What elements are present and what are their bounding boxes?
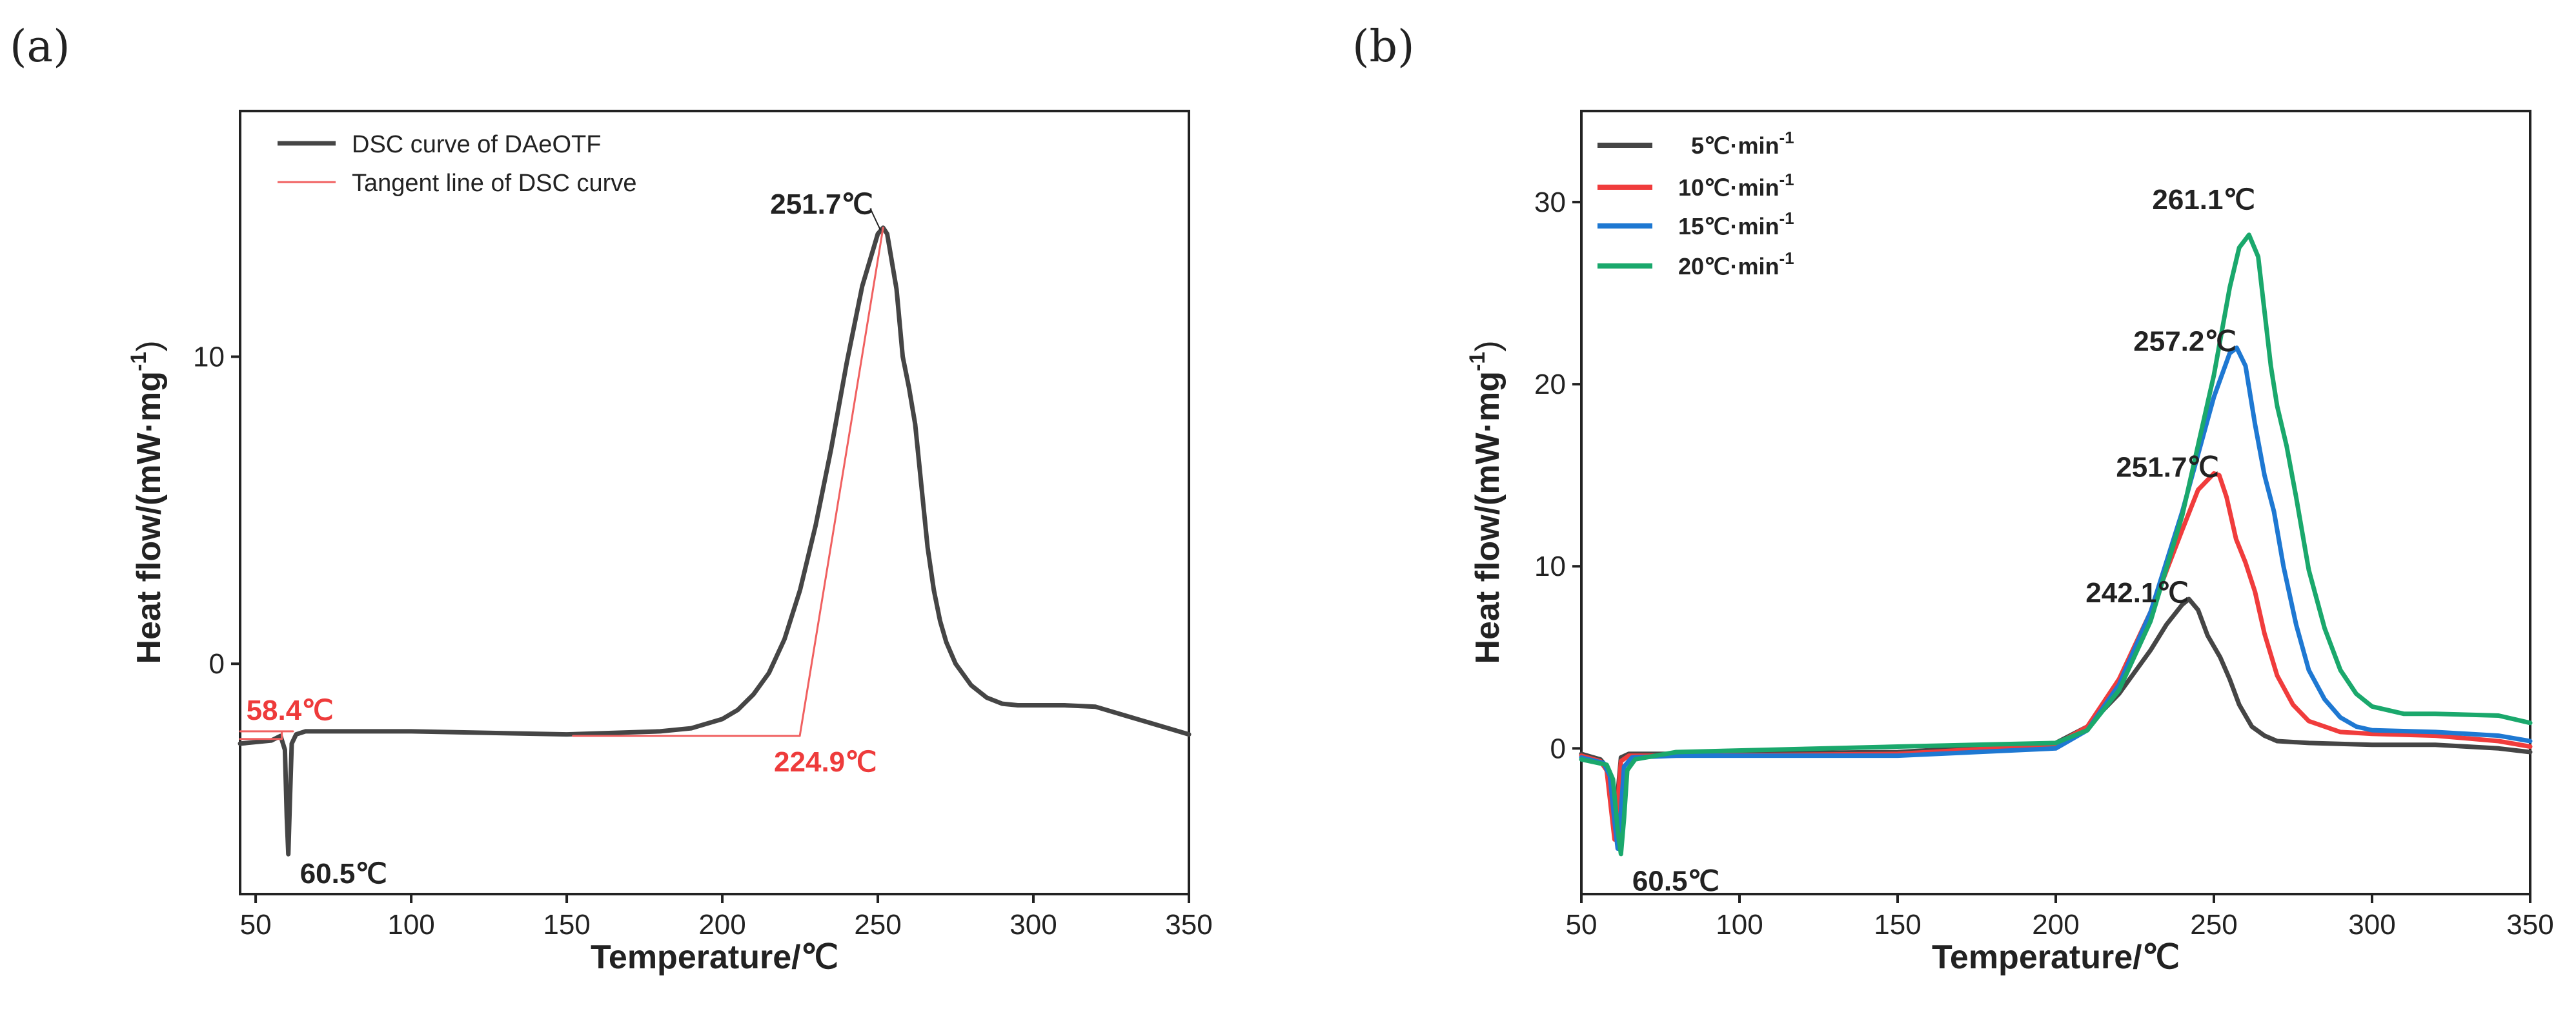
- legend-label-15-main: 15℃·min: [1678, 213, 1779, 240]
- legend-label-20-main: 20℃·min: [1678, 253, 1779, 280]
- x-tick-label: 300: [1009, 909, 1057, 941]
- annotation-label: 251.7℃: [2116, 451, 2219, 483]
- panel-b: (b) 50 100 150 200 250 300 350 0 10 20 30 261.1℃ 25…: [1352, 21, 2554, 976]
- panel-b-annotations: 261.1℃ 257.2℃ 251.7℃ 242.1℃ 60.5℃: [1632, 184, 2255, 897]
- panel-a-label: (a): [10, 21, 70, 72]
- x-tick-label: 350: [2506, 909, 2553, 941]
- series-line-10-min-1: [1579, 471, 2533, 842]
- legend-label-tangent: Tangent line of DSC curve: [352, 170, 636, 197]
- y-tick-label: 30: [1534, 187, 1566, 218]
- x-tick-label: 200: [2032, 909, 2079, 941]
- panel-a-frame: [239, 110, 1190, 895]
- panel-b-x-axis-title: Temperature/℃: [1932, 939, 2180, 976]
- panel-a-y-axis-title-sup: -1: [127, 352, 151, 371]
- x-tick-label: 250: [2190, 909, 2237, 941]
- series-line-onset-tangent: [572, 227, 884, 737]
- y-tick-label: 0: [1550, 733, 1566, 764]
- legend-label-5: 5℃·min-1: [1691, 128, 1794, 159]
- x-tick-label: 50: [1566, 909, 1597, 941]
- panel-b-y-axis-title-sup: -1: [1465, 352, 1490, 371]
- panel-a-y-axis-title: Heat flow/(mW·mg-1): [127, 340, 168, 664]
- series-line-15-min-1: [1579, 345, 2533, 851]
- legend-label-5-main: 5℃·min: [1691, 132, 1779, 159]
- panel-a-y-axis-title-end: ): [130, 340, 168, 351]
- y-tick-label: 10: [193, 341, 225, 373]
- panel-b-label: (b): [1352, 21, 1415, 72]
- legend-label-5-sup: -1: [1779, 128, 1794, 147]
- panel-a-x-axis-title: Temperature/℃: [591, 939, 838, 976]
- x-tick-label: 350: [1165, 909, 1212, 941]
- panel-b-y-axis-title-end: ): [1469, 340, 1506, 351]
- x-tick-label: 100: [387, 909, 434, 941]
- legend-label-10-sup: -1: [1779, 170, 1794, 189]
- panel-b-y-axis-title-main: Heat flow/(mW·mg: [1469, 371, 1506, 664]
- x-tick-label: 200: [698, 909, 745, 941]
- annotation-label: 224.9℃: [774, 746, 877, 778]
- series-line-20-min-1: [1579, 232, 2533, 857]
- annotation-label: 60.5℃: [1632, 865, 1719, 897]
- panel-a-y-axis-title-main: Heat flow/(mW·mg: [130, 371, 168, 664]
- series-line-5-min-1: [1579, 596, 2533, 833]
- legend-label-15: 15℃·min-1: [1678, 209, 1794, 240]
- x-tick-label: 50: [240, 909, 272, 941]
- series-line-tangent-line-of-dsc-curve: [239, 730, 294, 740]
- y-tick-label: 0: [209, 648, 225, 680]
- legend-label-20-sup: -1: [1779, 249, 1794, 268]
- x-tick-label: 300: [2348, 909, 2395, 941]
- annotation-label: 58.4℃: [247, 695, 334, 726]
- panel-b-plot-area: [1579, 232, 2533, 857]
- annotation-label: 257.2℃: [2133, 326, 2236, 358]
- x-tick-label: 150: [543, 909, 590, 941]
- panel-a-ticks: 50 100 150 200 250 300 350 0 10: [193, 341, 1213, 941]
- panel-a-plot-area: [238, 225, 1192, 857]
- y-tick-label: 20: [1534, 369, 1566, 400]
- legend-label-10: 10℃·min-1: [1678, 170, 1794, 201]
- annotation-label: 251.7℃: [770, 189, 873, 220]
- panel-b-legend: 5℃·min-1 10℃·min-1 15℃·min-1 20℃·min-1: [1597, 128, 1794, 280]
- y-tick-label: 10: [1534, 551, 1566, 582]
- x-tick-label: 250: [854, 909, 901, 941]
- legend-label-dsc: DSC curve of DAeOTF: [352, 131, 601, 158]
- legend-label-15-sup: -1: [1779, 209, 1794, 228]
- x-tick-label: 100: [1716, 909, 1763, 941]
- panel-b-ticks: 50 100 150 200 250 300 350 0 10 20 30: [1534, 187, 2554, 941]
- series-line-dsc-curve-of-daeotf: [238, 225, 1192, 857]
- panel-b-y-axis-title: Heat flow/(mW·mg-1): [1465, 340, 1506, 664]
- annotation-label: 242.1℃: [2085, 577, 2189, 609]
- legend-label-10-main: 10℃·min: [1678, 174, 1779, 201]
- x-tick-label: 150: [1874, 909, 1921, 941]
- panel-a-legend: DSC curve of DAeOTF Tangent line of DSC …: [278, 131, 636, 197]
- panel-a-annotations: 251.7℃ 58.4℃ 224.9℃ 60.5℃: [247, 189, 882, 890]
- annotation-label: 60.5℃: [300, 858, 387, 890]
- annotation-label: 261.1℃: [2152, 184, 2255, 216]
- legend-label-20: 20℃·min-1: [1678, 249, 1794, 280]
- annotation-leader: [869, 208, 882, 231]
